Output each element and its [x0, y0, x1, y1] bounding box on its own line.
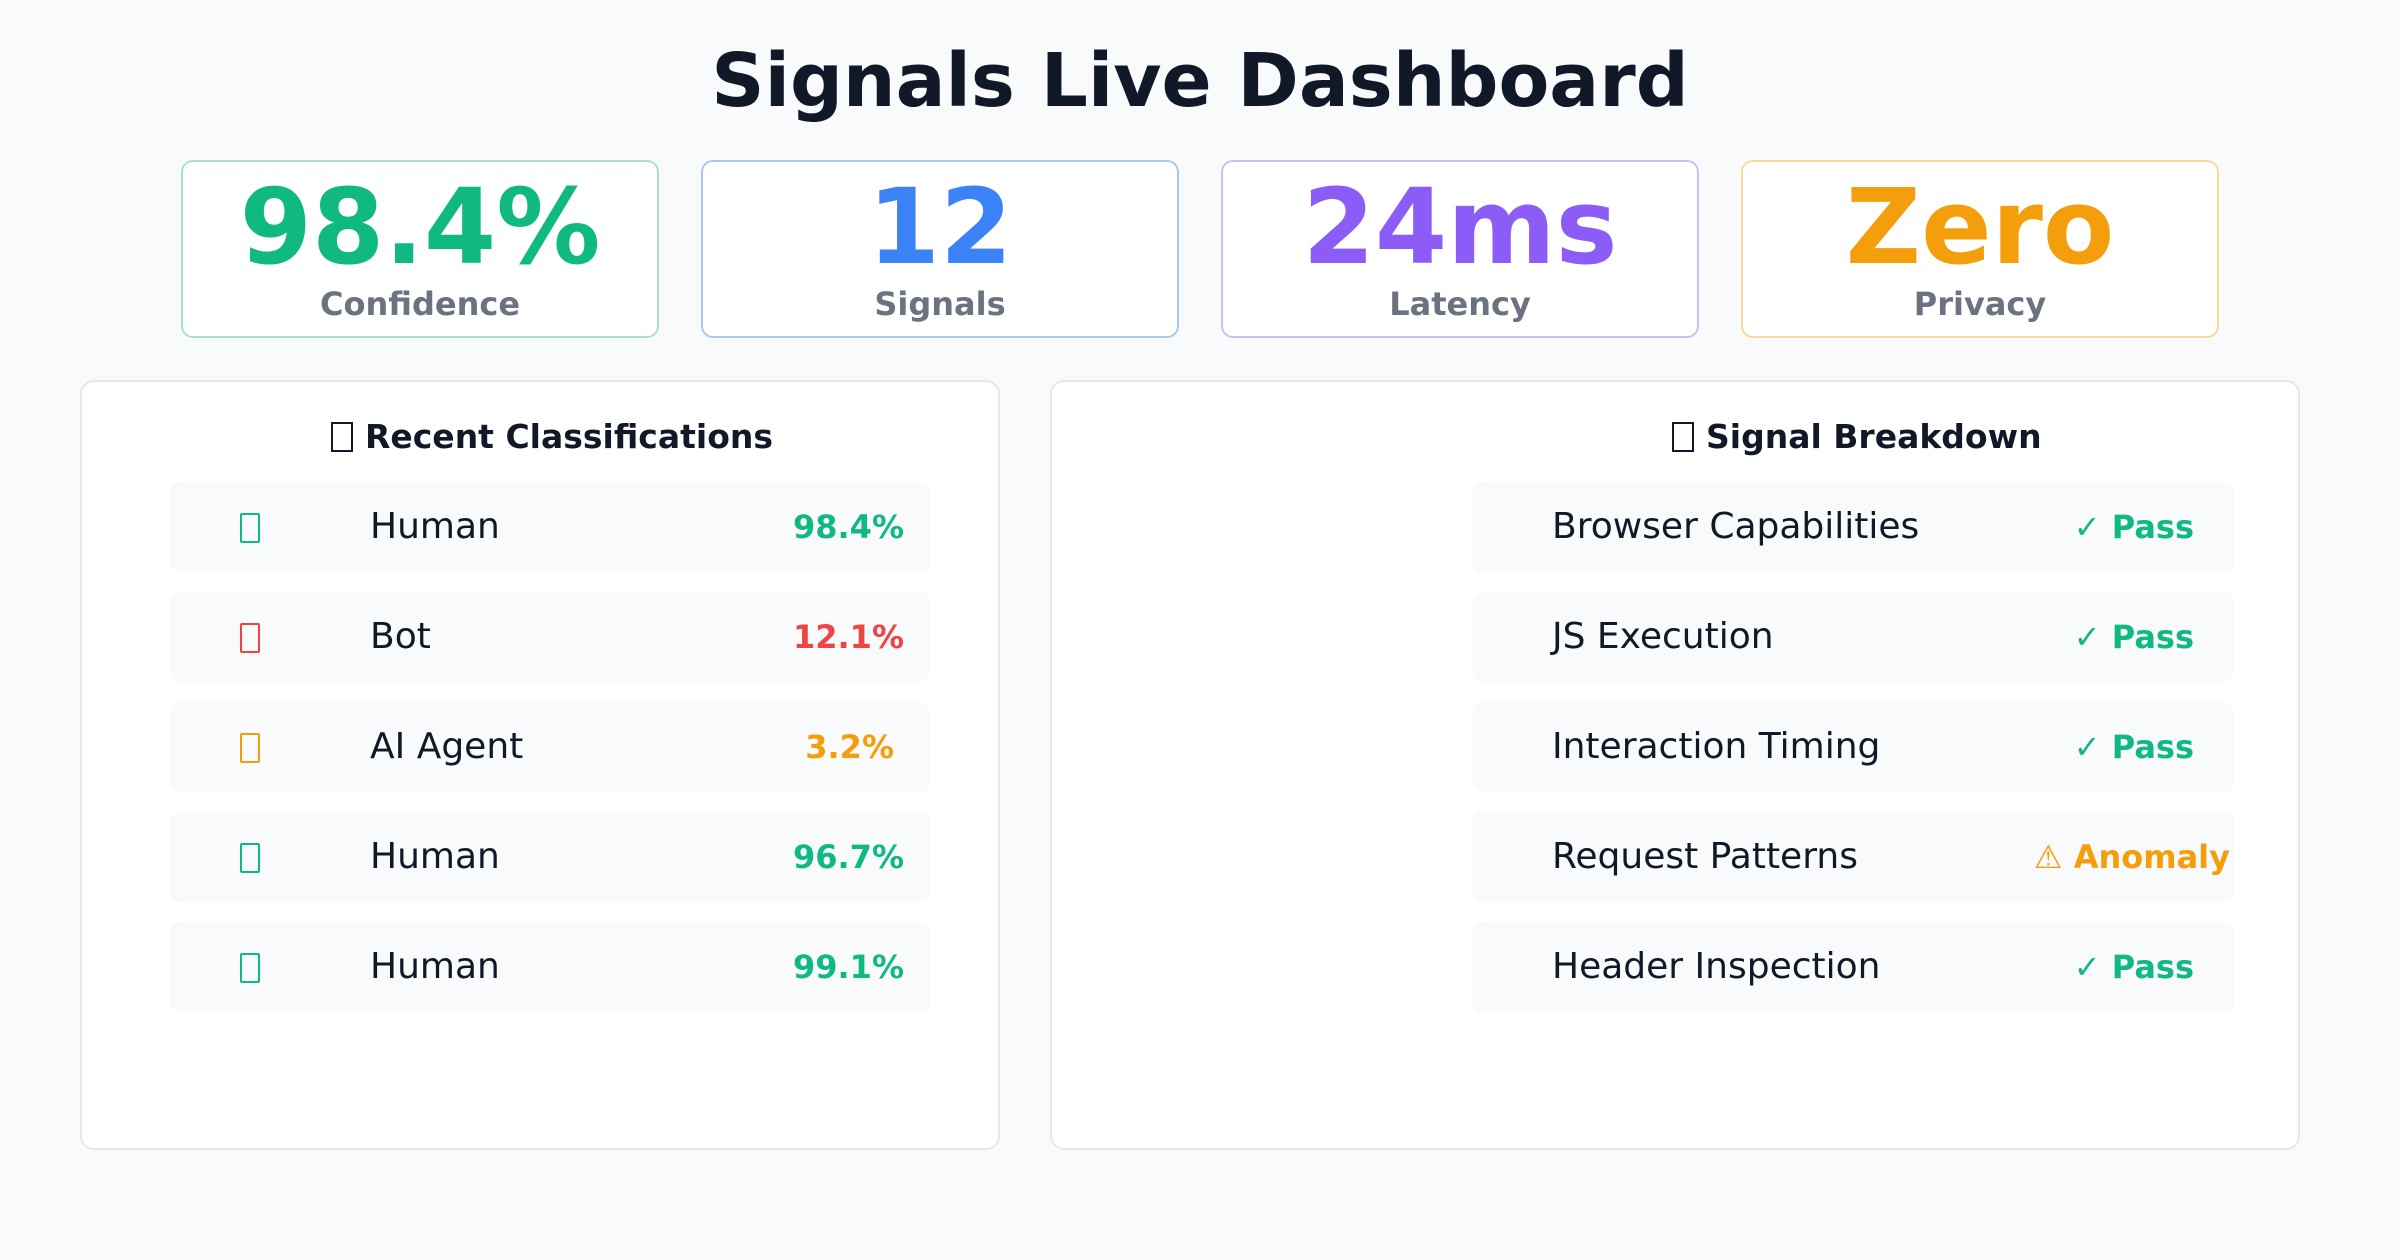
signal-row: Header Inspection ✓ Pass — [1472, 922, 2234, 1012]
signal-row: JS Execution ✓ Pass — [1472, 592, 2234, 682]
stat-label: Signals — [874, 285, 1006, 323]
classification-confidence: 98.4% — [792, 508, 904, 546]
classification-confidence: 99.1% — [792, 948, 904, 986]
panel-title: Recent Classifications — [82, 412, 1022, 462]
signal-label: JS Execution — [1552, 616, 1774, 657]
signal-status: ✓ Pass — [2073, 948, 2194, 986]
stat-card-signals: 12 Signals — [701, 160, 1179, 338]
stat-label: Latency — [1389, 285, 1531, 323]
classification-confidence: 3.2% — [805, 728, 894, 766]
ai-agent-icon — [240, 733, 260, 763]
classification-row: Bot 12.1% — [170, 592, 930, 682]
signal-row: Request Patterns ⚠ Anomaly — [1472, 812, 2234, 902]
classification-row: Human 99.1% — [170, 922, 930, 1012]
classification-label: Human — [370, 506, 500, 547]
classification-confidence: 96.7% — [792, 838, 904, 876]
clipboard-icon — [330, 422, 353, 452]
stat-value: Zero — [1845, 166, 2115, 288]
stat-label: Privacy — [1913, 285, 2047, 323]
page-title: Signals Live Dashboard — [711, 38, 1689, 124]
chart-icon — [1672, 422, 1694, 452]
signal-row: Interaction Timing ✓ Pass — [1472, 702, 2234, 792]
panel-title-text: Recent Classifications — [364, 417, 774, 456]
panel-title-text: Signal Breakdown — [1706, 417, 2042, 456]
human-icon — [240, 513, 260, 543]
classification-label: Human — [370, 836, 500, 877]
bot-icon — [240, 623, 260, 653]
classification-label: Human — [370, 946, 500, 987]
panel-title: Signal Breakdown — [1672, 412, 2292, 462]
stat-card-privacy: Zero Privacy — [1741, 160, 2219, 338]
classification-row: Human 98.4% — [170, 482, 930, 572]
human-icon — [240, 953, 260, 983]
signal-label: Interaction Timing — [1552, 726, 1881, 767]
signal-status: ⚠ Anomaly — [2033, 838, 2230, 876]
classification-confidence: 12.1% — [792, 618, 904, 656]
stat-card-latency: 24ms Latency — [1221, 160, 1699, 338]
signal-breakdown-panel: Signal Breakdown Browser Capabilities ✓ … — [1050, 380, 2300, 1150]
signal-label: Browser Capabilities — [1552, 506, 1920, 547]
classification-row: AI Agent 3.2% — [170, 702, 930, 792]
signal-label: Request Patterns — [1552, 836, 1858, 877]
classification-row: Human 96.7% — [170, 812, 930, 902]
stat-value: 24ms — [1302, 166, 1618, 288]
recent-classifications-panel: Recent Classifications Human 98.4% Bot 1… — [80, 380, 1000, 1150]
signal-label: Header Inspection — [1552, 946, 1881, 987]
signal-status: ✓ Pass — [2073, 728, 2194, 766]
human-icon — [240, 843, 260, 873]
stat-value: 12 — [867, 166, 1013, 288]
classification-label: AI Agent — [370, 726, 524, 767]
stat-label: Confidence — [319, 285, 521, 323]
stat-card-confidence: 98.4% Confidence — [181, 160, 659, 338]
signal-status: ✓ Pass — [2073, 508, 2194, 546]
classification-label: Bot — [370, 616, 431, 657]
stat-value: 98.4% — [239, 166, 601, 288]
signal-row: Browser Capabilities ✓ Pass — [1472, 482, 2234, 572]
signal-status: ✓ Pass — [2073, 618, 2194, 656]
